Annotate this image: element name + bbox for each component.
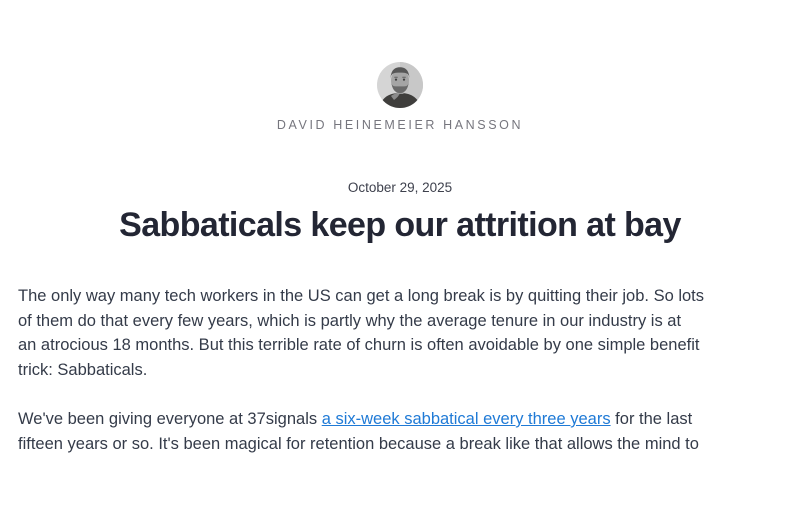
article-date: October 29, 2025 [347,180,453,195]
paragraph-2-line-2: fifteen years or so. It's been magical f… [18,434,699,453]
paragraph-2-text-before-link: We've been giving everyone at 37signals [18,409,322,428]
paragraph-1-line-3: an atrocious 18 months. But this terribl… [18,336,700,355]
article-body: The only way many tech workers in the US… [18,284,782,456]
article-masthead: DAVID HEINEMEIER HANSSON October 29, 202… [18,62,782,245]
paragraph-2-text-after-link: for the last [610,409,693,428]
author-avatar[interactable] [377,62,423,108]
article-title: Sabbaticals keep our attrition at bay [119,206,681,244]
paragraph-2: We've been giving everyone at 37signals … [18,407,782,456]
sabbatical-policy-link[interactable]: a six-week sabbatical every three years [321,409,611,428]
blog-article-page: DAVID HEINEMEIER HANSSON October 29, 202… [18,62,782,456]
paragraph-1-line-1: The only way many tech workers in the US… [18,287,705,305]
author-name[interactable]: DAVID HEINEMEIER HANSSON [276,118,524,132]
paragraph-1-line-4: trick: Sabbaticals. [18,360,148,379]
paragraph-1-line-2: of them do that every few years, which i… [18,311,682,330]
author-portrait-photo [377,62,423,108]
paragraph-1: The only way many tech workers in the US… [18,284,782,382]
